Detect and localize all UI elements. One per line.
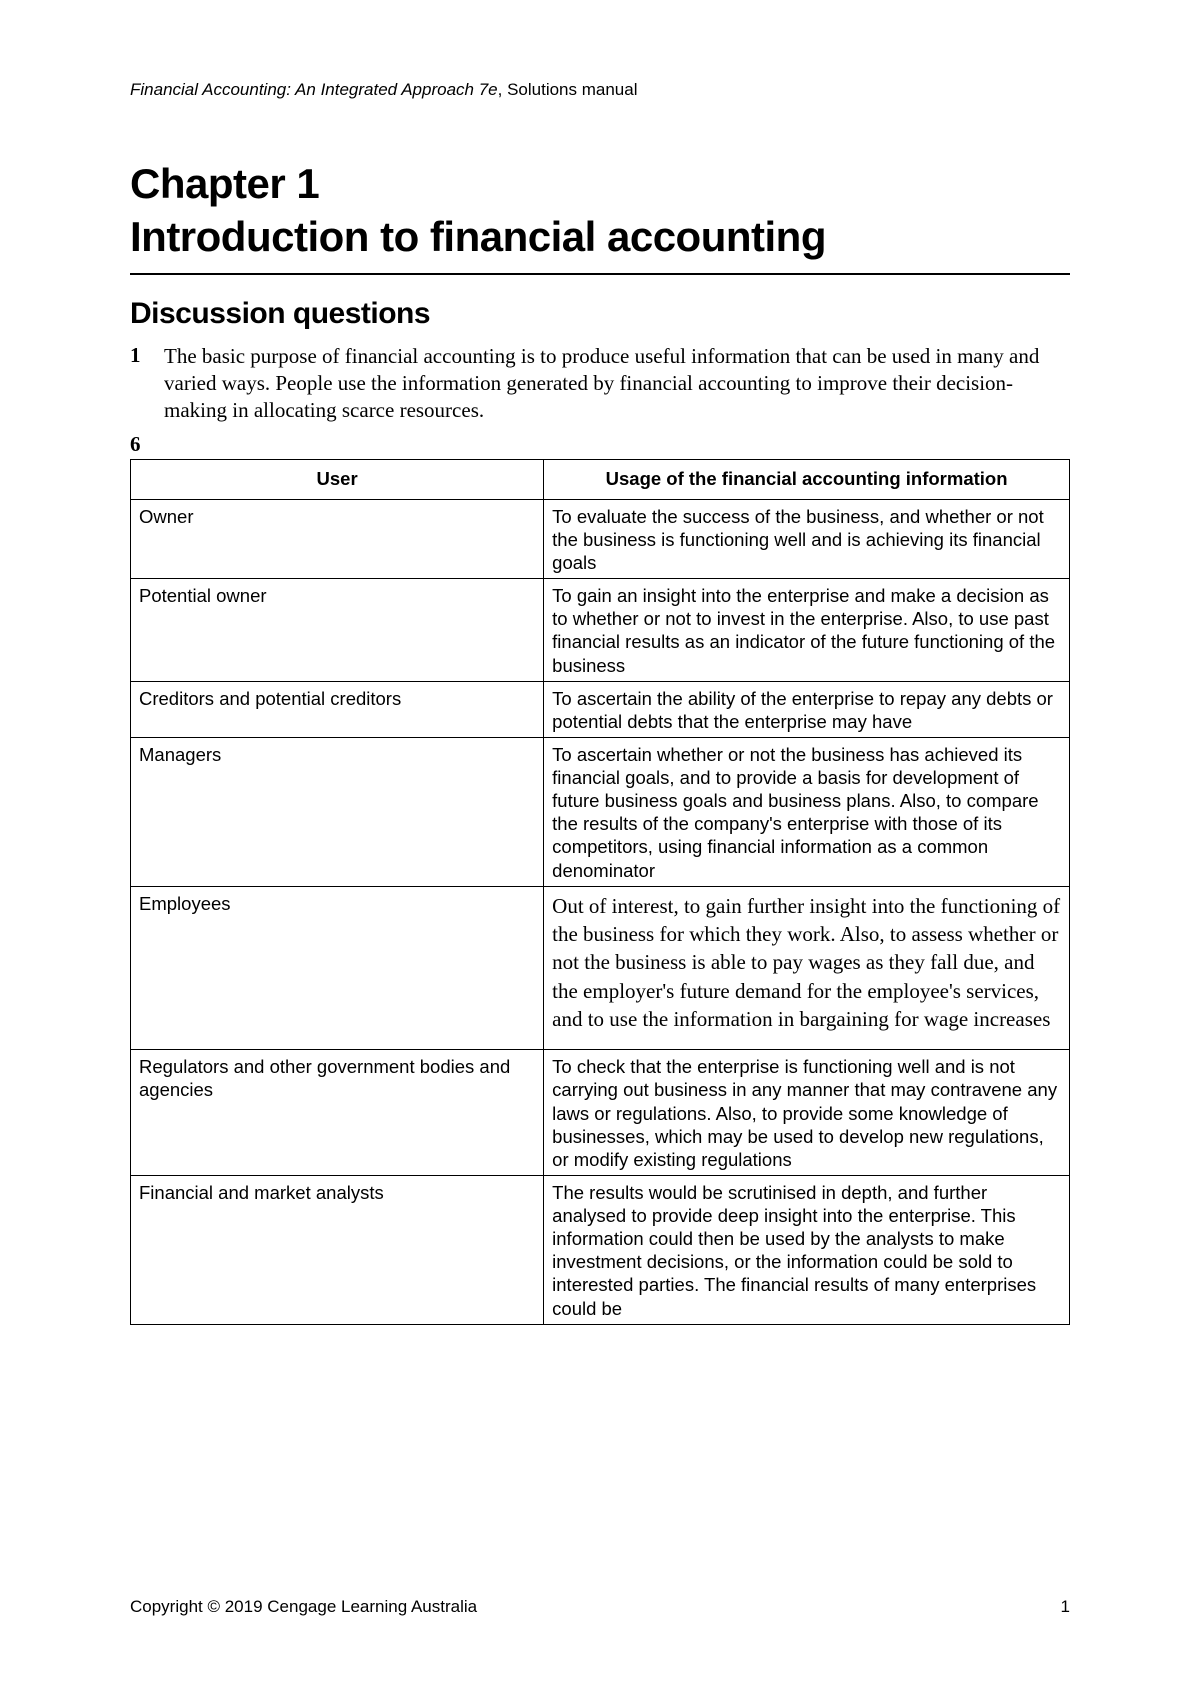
- running-header: Financial Accounting: An Integrated Appr…: [130, 80, 1070, 100]
- table-cell-user: Creditors and potential creditors: [131, 681, 544, 737]
- table-row: Creditors and potential creditorsTo asce…: [131, 681, 1070, 737]
- header-title-rest: , Solutions manual: [498, 80, 638, 99]
- question-1-text: The basic purpose of financial accountin…: [164, 343, 1070, 424]
- table-header-row: User Usage of the financial accounting i…: [131, 459, 1070, 499]
- table-header-usage: Usage of the financial accounting inform…: [544, 459, 1070, 499]
- header-title-italic: Financial Accounting: An Integrated Appr…: [130, 80, 498, 99]
- table-row: Financial and market analystsThe results…: [131, 1175, 1070, 1324]
- question-1: 1 The basic purpose of financial account…: [130, 343, 1070, 424]
- table-cell-user: Employees: [131, 886, 544, 1050]
- table-row: OwnerTo evaluate the success of the busi…: [131, 499, 1070, 578]
- footer-page-number: 1: [1061, 1597, 1070, 1617]
- question-1-number: 1: [130, 343, 164, 424]
- table-header-user: User: [131, 459, 544, 499]
- table-cell-usage: To ascertain whether or not the business…: [544, 737, 1070, 886]
- table-cell-usage: To check that the enterprise is function…: [544, 1050, 1070, 1176]
- table-cell-usage: To ascertain the ability of the enterpri…: [544, 681, 1070, 737]
- table-cell-user: Owner: [131, 499, 544, 578]
- table-row: ManagersTo ascertain whether or not the …: [131, 737, 1070, 886]
- table-cell-usage: Out of interest, to gain further insight…: [544, 886, 1070, 1050]
- page-footer: Copyright © 2019 Cengage Learning Austra…: [130, 1597, 1070, 1617]
- table-cell-user: Regulators and other government bodies a…: [131, 1050, 544, 1176]
- question-6-marker: 6: [130, 432, 1070, 457]
- users-table: User Usage of the financial accounting i…: [130, 459, 1070, 1325]
- table-row: Potential ownerTo gain an insight into t…: [131, 579, 1070, 682]
- table-row: EmployeesOut of interest, to gain furthe…: [131, 886, 1070, 1050]
- table-row: Regulators and other government bodies a…: [131, 1050, 1070, 1176]
- chapter-line-1: Chapter 1: [130, 160, 319, 207]
- chapter-title: Chapter 1 Introduction to financial acco…: [130, 158, 1070, 275]
- table-cell-user: Managers: [131, 737, 544, 886]
- table-cell-usage: The results would be scrutinised in dept…: [544, 1175, 1070, 1324]
- table-cell-user: Potential owner: [131, 579, 544, 682]
- section-title: Discussion questions: [130, 297, 1070, 331]
- table-cell-usage: To evaluate the success of the business,…: [544, 499, 1070, 578]
- footer-copyright: Copyright © 2019 Cengage Learning Austra…: [130, 1597, 477, 1617]
- table-cell-usage: To gain an insight into the enterprise a…: [544, 579, 1070, 682]
- table-cell-user: Financial and market analysts: [131, 1175, 544, 1324]
- chapter-line-2: Introduction to financial accounting: [130, 213, 826, 260]
